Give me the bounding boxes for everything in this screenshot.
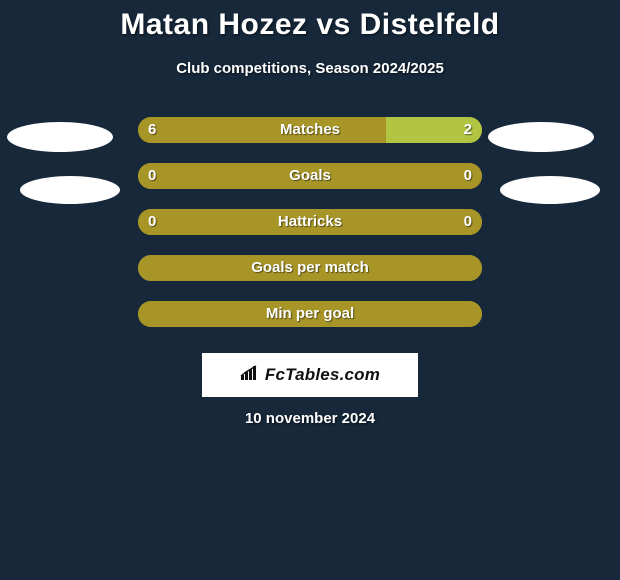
stat-label: Min per goal — [138, 301, 482, 327]
stat-label: Matches — [138, 117, 482, 143]
stat-row: Min per goal — [0, 301, 620, 327]
date-text: 10 november 2024 — [0, 410, 620, 427]
bar-container: Matches6 2 — [138, 117, 482, 143]
bar-container: Goals per match — [138, 255, 482, 281]
logo-chart-icon — [240, 365, 262, 386]
bar-container: Hattricks0 0 — [138, 209, 482, 235]
stat-value-left: 6 — [148, 117, 156, 143]
stat-row: Hattricks0 0 — [0, 209, 620, 235]
stat-value-left: 0 — [148, 163, 156, 189]
stat-label: Goals per match — [138, 255, 482, 281]
stat-value-right: 2 — [464, 117, 472, 143]
logo-box: FcTables.com — [202, 353, 418, 397]
stat-label: Hattricks — [138, 209, 482, 235]
decorative-ellipse — [20, 176, 120, 204]
bar-container: Goals0 0 — [138, 163, 482, 189]
page-subtitle: Club competitions, Season 2024/2025 — [0, 60, 620, 77]
decorative-ellipse — [7, 122, 113, 152]
decorative-ellipse — [500, 176, 600, 204]
stat-row: Goals per match — [0, 255, 620, 281]
page-title: Matan Hozez vs Distelfeld — [0, 0, 620, 42]
stat-value-left: 0 — [148, 209, 156, 235]
stat-value-right: 0 — [464, 163, 472, 189]
decorative-ellipse — [488, 122, 594, 152]
stat-value-right: 0 — [464, 209, 472, 235]
stat-label: Goals — [138, 163, 482, 189]
bar-container: Min per goal — [138, 301, 482, 327]
logo-text: FcTables.com — [265, 365, 380, 385]
